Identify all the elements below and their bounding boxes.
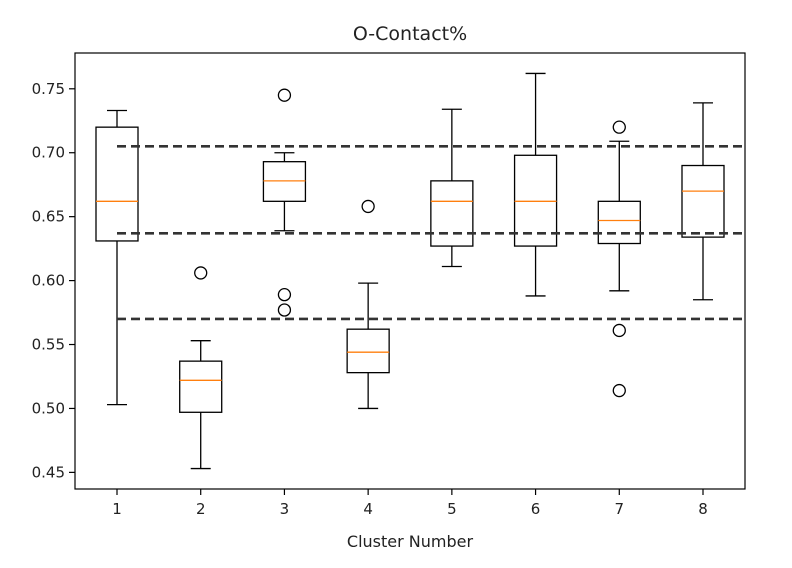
- y-tick-label: 0.55: [32, 336, 65, 354]
- x-tick-label: 5: [447, 500, 457, 518]
- outlier-point: [361, 199, 375, 214]
- box-iqr: [95, 126, 139, 242]
- box-iqr: [430, 180, 474, 247]
- y-tick-label: 0.60: [32, 272, 65, 290]
- chart-title: O-Contact%: [353, 23, 467, 45]
- x-tick-label: 2: [196, 500, 206, 518]
- x-tick-label: 1: [112, 500, 122, 518]
- x-tick-label: 3: [280, 500, 290, 518]
- y-tick-label: 0.70: [32, 144, 65, 162]
- x-tick-label: 7: [615, 500, 625, 518]
- y-tick-label: 0.65: [32, 208, 65, 226]
- plot-area: 0.45 0.50 0.55 0.60 0.65 0.70 0.75 1 2 3 4 5 6 7 8: [32, 52, 746, 518]
- x-axis-title: Cluster Number: [347, 532, 474, 551]
- x-tick-label: 8: [698, 500, 708, 518]
- box-iqr: [179, 360, 223, 413]
- y-tick-label: 0.75: [32, 80, 65, 98]
- x-tick-label: 6: [531, 500, 541, 518]
- outlier-point: [277, 303, 292, 317]
- outlier-point: [612, 120, 626, 134]
- outlier-point: [277, 288, 292, 302]
- axes-frame: [74, 52, 746, 490]
- outlier-point: [612, 383, 626, 398]
- x-tick-label: 4: [363, 500, 373, 518]
- outlier-point: [612, 323, 626, 338]
- y-tick-label: 0.45: [32, 463, 65, 481]
- outlier-point: [277, 88, 292, 102]
- y-tick-label: 0.50: [32, 399, 65, 417]
- box-iqr: [346, 328, 390, 374]
- box-iqr: [597, 200, 641, 245]
- box-iqr: [681, 164, 725, 238]
- outlier-point: [194, 266, 208, 280]
